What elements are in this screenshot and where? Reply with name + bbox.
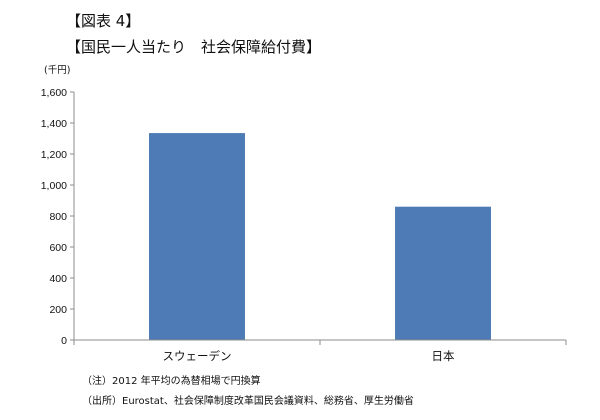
figure-label: 【図表 4】: [66, 12, 141, 30]
chart-title: 【国民一人当たり 社会保障給付費】: [66, 38, 322, 56]
x-category-label: 日本: [432, 349, 455, 363]
y-tick-label: 200: [49, 304, 67, 316]
x-axis-category-labels: スウェーデン 日本: [73, 340, 567, 363]
y-tick-label: 600: [49, 242, 67, 254]
bar-1: [149, 133, 245, 340]
y-tick-label: 1,400: [41, 118, 67, 130]
y-axis-unit-label: (千円): [44, 65, 70, 76]
y-tick-label: 1,600: [41, 87, 67, 99]
footnote-source: （出所）Eurostat、社会保障制度改革国民会議資料、総務省、厚生労働省: [82, 396, 414, 407]
x-category-label: スウェーデン: [163, 349, 232, 363]
y-tick-label: 800: [49, 211, 67, 223]
y-axis-ticks: 0 200 400 600 800 1,000 1,200 1,400 1,600: [41, 87, 74, 347]
footnote-note: （注）2012 年平均の為替相場で円換算: [82, 376, 261, 387]
y-tick-label: 1,000: [41, 180, 67, 192]
y-tick-label: 400: [49, 273, 67, 285]
bars: [149, 133, 491, 340]
y-tick-label: 0: [61, 335, 67, 347]
bar-2: [395, 206, 491, 340]
y-tick-label: 1,200: [41, 149, 67, 161]
